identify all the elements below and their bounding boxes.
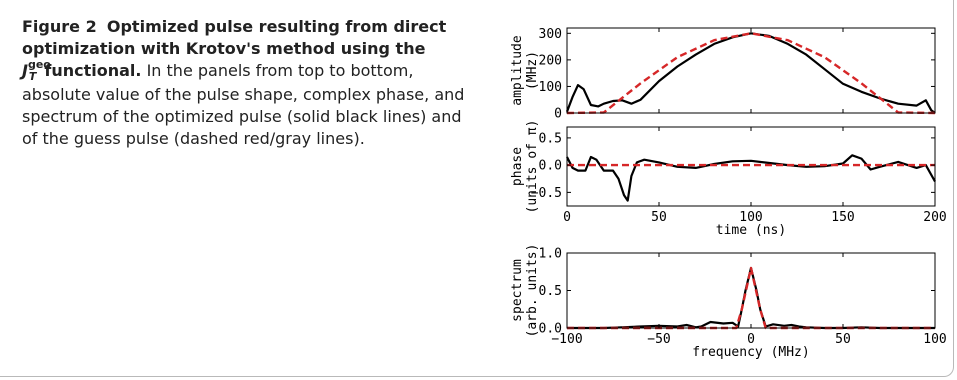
x-tick-label: −50 bbox=[647, 332, 670, 347]
functional-word: functional. bbox=[44, 61, 142, 80]
series-guess-line bbox=[566, 32, 936, 115]
y-tick-label: 100 bbox=[539, 80, 562, 95]
series-optimized-line bbox=[565, 32, 936, 114]
x-axis-label: frequency (MHz) bbox=[692, 345, 809, 360]
y-axis-label: (units of π) bbox=[525, 120, 540, 214]
series-optimized-line bbox=[566, 154, 936, 202]
y-tick-label: 200 bbox=[539, 53, 562, 68]
x-tick-label: 100 bbox=[923, 332, 946, 347]
panel-1: 0 100 200 300 amplitude (MHz) bbox=[510, 27, 936, 122]
x-tick-label: 150 bbox=[831, 210, 854, 225]
figure-caption: Figure 2 Optimized pulse resulting from … bbox=[22, 16, 472, 150]
y-tick-label: 300 bbox=[539, 27, 562, 42]
y-axis-label: amplitude bbox=[510, 35, 525, 106]
y-tick-label: 0 bbox=[554, 107, 562, 122]
x-tick-label: 0 bbox=[747, 332, 755, 347]
y-axis-label: spectrum bbox=[510, 259, 525, 322]
panel-3: 0.0 0.5 1.0 −100 −50 0 50 100 frequency (MHz) spe… bbox=[510, 244, 947, 360]
plot-frame bbox=[566, 252, 936, 329]
series-guess-line bbox=[567, 266, 935, 330]
x-tick-label: 50 bbox=[651, 210, 667, 225]
y-tick-label: 0.0 bbox=[539, 159, 562, 174]
x-tick-label: 100 bbox=[739, 210, 762, 225]
x-tick-label: 200 bbox=[923, 210, 946, 225]
x-tick-label: −100 bbox=[551, 332, 582, 347]
y-tick-label: 0.0 bbox=[539, 322, 562, 337]
y-tick-label: 1.0 bbox=[539, 247, 562, 262]
series-optimized-line bbox=[567, 266, 935, 330]
x-axis-label: time (ns) bbox=[716, 223, 786, 238]
functional-symbol: JgeoT bbox=[22, 58, 51, 83]
y-tick-label: 0.5 bbox=[539, 284, 562, 299]
caption-body: In the panels from top to bottom, absolu… bbox=[22, 61, 465, 148]
panel-2: −0.5 0.0 0.5 0 50 100 150 200 time (ns) phase (uni… bbox=[510, 120, 947, 238]
x-tick-label: 0 bbox=[563, 210, 571, 225]
y-axis-label: (MHz) bbox=[525, 51, 540, 90]
caption-title: Optimized pulse resulting from direct op… bbox=[22, 17, 447, 58]
y-axis-label: (arb. units) bbox=[525, 244, 540, 338]
y-tick-label: 0.5 bbox=[539, 131, 562, 146]
figure-label: Figure 2 bbox=[22, 17, 97, 36]
y-tick-label: −0.5 bbox=[531, 186, 562, 201]
x-tick-label: 50 bbox=[835, 332, 851, 347]
y-axis-label: phase bbox=[510, 147, 525, 186]
